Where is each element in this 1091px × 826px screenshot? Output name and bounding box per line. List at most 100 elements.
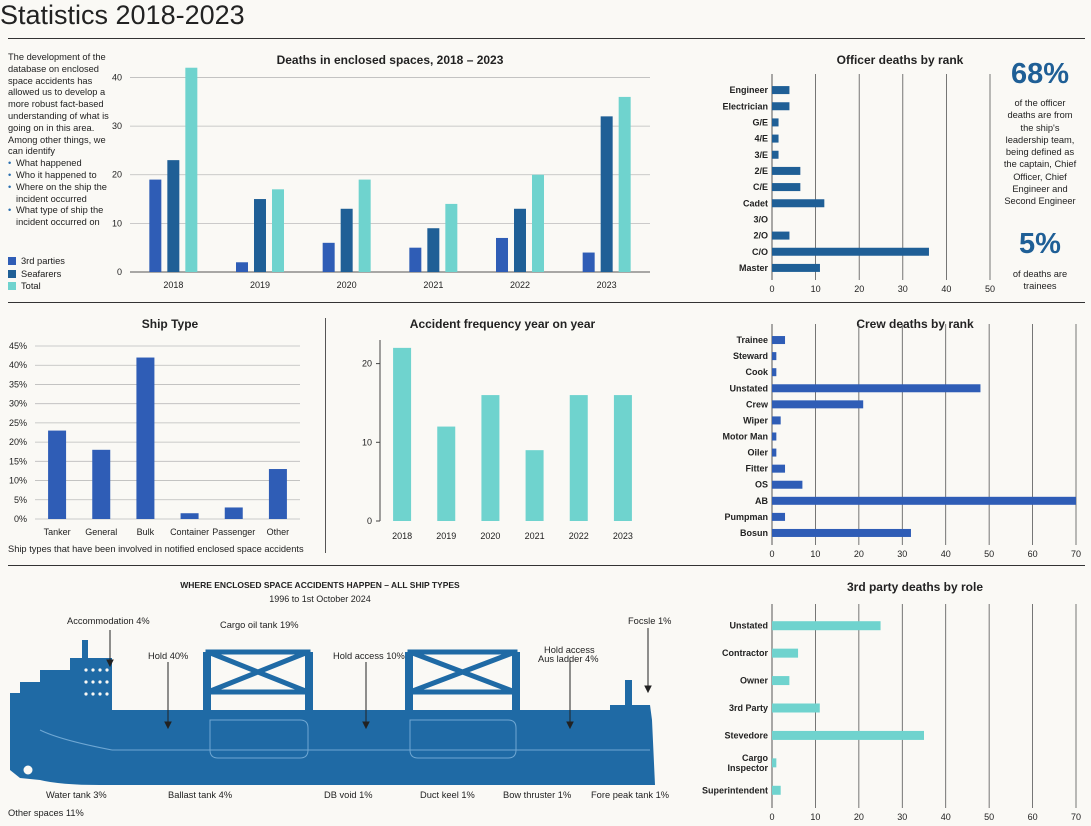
x-tick-label: 2019	[436, 531, 456, 541]
label-hold-access-ladder: Hold access	[544, 645, 595, 655]
x-tick-label: Other	[267, 527, 290, 537]
x-tick-label: Bulk	[137, 527, 155, 537]
y-tick-label: 35%	[9, 379, 27, 389]
bar	[600, 116, 613, 272]
x-tick-label: 40	[941, 549, 951, 559]
y-tick-label: 0%	[14, 514, 27, 524]
bullet-item: Who it happened to	[8, 170, 110, 182]
bar	[613, 395, 632, 521]
x-tick-label: 0	[769, 284, 774, 294]
label-duct-keel: Duct keel 1%	[420, 790, 475, 800]
bar	[772, 432, 777, 441]
x-tick-label: Container	[170, 527, 209, 537]
y-tick-label: 30%	[9, 399, 27, 409]
bar	[445, 203, 458, 272]
y-tick-label: Motor Man	[723, 432, 769, 442]
deaths-chart-title: Deaths in enclosed spaces, 2018 – 2023	[276, 53, 504, 67]
y-tick-label: 3rd Party	[729, 703, 768, 713]
legend-label: 3rd parties	[21, 256, 65, 266]
x-tick-label: 50	[985, 284, 995, 294]
y-tick-label: 25%	[9, 418, 27, 428]
frequency-chart-title: Accident frequency year on year	[409, 317, 596, 331]
bar	[272, 189, 284, 272]
label-db-void: DB void 1%	[324, 790, 373, 800]
thirdparty-chart-title: 3rd party deaths by role	[846, 580, 984, 594]
label-bow-thruster: Bow thruster 1%	[503, 790, 572, 800]
y-tick-label: 10	[362, 437, 372, 447]
bar	[772, 703, 820, 713]
bar	[772, 352, 777, 361]
legend-swatch	[8, 257, 16, 265]
bar	[180, 513, 199, 519]
bar	[772, 150, 779, 159]
bar	[772, 464, 786, 473]
bar	[340, 208, 353, 272]
bar	[409, 247, 422, 272]
bar	[185, 67, 198, 273]
label-aus-ladder: Aus ladder 4%	[538, 654, 599, 664]
deaths-legend: 3rd parties Seafarers Total	[8, 255, 65, 293]
x-tick-label: 30	[897, 549, 907, 559]
bar	[149, 179, 162, 272]
bar	[224, 507, 243, 519]
y-tick-label: Contractor	[722, 648, 768, 658]
x-tick-label: 10	[810, 549, 820, 559]
x-tick-label: 2018	[392, 531, 412, 541]
y-tick-label: 20%	[9, 437, 27, 447]
x-tick-label: 60	[1028, 812, 1038, 822]
intro-bullets: What happened Who it happened to Where o…	[8, 158, 110, 229]
y-tick-label: 0	[367, 516, 372, 526]
bar	[772, 730, 924, 740]
shiptype-note: Ship types that have been involved in no…	[8, 544, 304, 554]
y-tick-label: Unstated	[729, 621, 768, 631]
x-tick-label: Passenger	[212, 527, 255, 537]
y-tick-label: Cook	[746, 367, 769, 377]
y-tick-label: Trainee	[736, 335, 768, 345]
y-tick-label: Superintendent	[702, 785, 768, 795]
bar	[167, 160, 180, 272]
label-water-tank: Water tank 3%	[46, 790, 107, 800]
y-tick-label: AB	[755, 496, 768, 506]
x-tick-label: 2019	[250, 280, 270, 290]
bullet-item: Where on the ship the incident occurred	[8, 182, 110, 206]
bar	[481, 395, 500, 521]
x-tick-label: 0	[769, 812, 774, 822]
x-tick-label: 10	[810, 812, 820, 822]
x-tick-label: 40	[941, 284, 951, 294]
bar	[514, 208, 526, 272]
bar	[772, 758, 777, 768]
y-tick-label: Electrician	[722, 101, 768, 111]
page-title: Statistics 2018-2023	[0, 0, 245, 30]
y-tick-label: Oiler	[747, 448, 768, 458]
intro-block: The development of the database on enclo…	[8, 52, 110, 229]
y-tick-label: 40	[112, 72, 122, 82]
x-tick-label: 30	[898, 284, 908, 294]
bar	[772, 496, 1076, 505]
bar	[618, 96, 631, 272]
bar	[582, 252, 595, 272]
y-tick-label: 20	[112, 170, 122, 180]
ship-hull	[10, 640, 655, 785]
y-tick-label: 45%	[9, 341, 27, 351]
x-tick-label: 60	[1028, 549, 1038, 559]
y-tick-label: Unstated	[729, 383, 768, 393]
officer-pct-text: of the officer deaths are from the ship'…	[1003, 98, 1077, 207]
bar	[772, 676, 790, 686]
y-tick-label: Steward	[733, 351, 768, 361]
row-divider-1	[8, 302, 1085, 303]
x-tick-label: 70	[1071, 549, 1081, 559]
bar	[393, 347, 412, 521]
header-rule	[8, 38, 1085, 39]
bar	[772, 785, 781, 795]
y-tick-label: 2/O	[753, 231, 768, 241]
crew-chart-title: Crew deaths by rank	[856, 317, 974, 331]
bar	[772, 480, 803, 489]
x-tick-label: 2022	[510, 280, 530, 290]
y-tick-label: Pumpman	[724, 512, 768, 522]
column-divider	[325, 318, 326, 553]
bar	[268, 469, 287, 519]
officer-pct-stat: 68%	[1010, 58, 1070, 90]
y-tick-label: 3/O	[753, 214, 768, 224]
x-tick-label: 2020	[480, 531, 500, 541]
bar	[772, 86, 790, 95]
